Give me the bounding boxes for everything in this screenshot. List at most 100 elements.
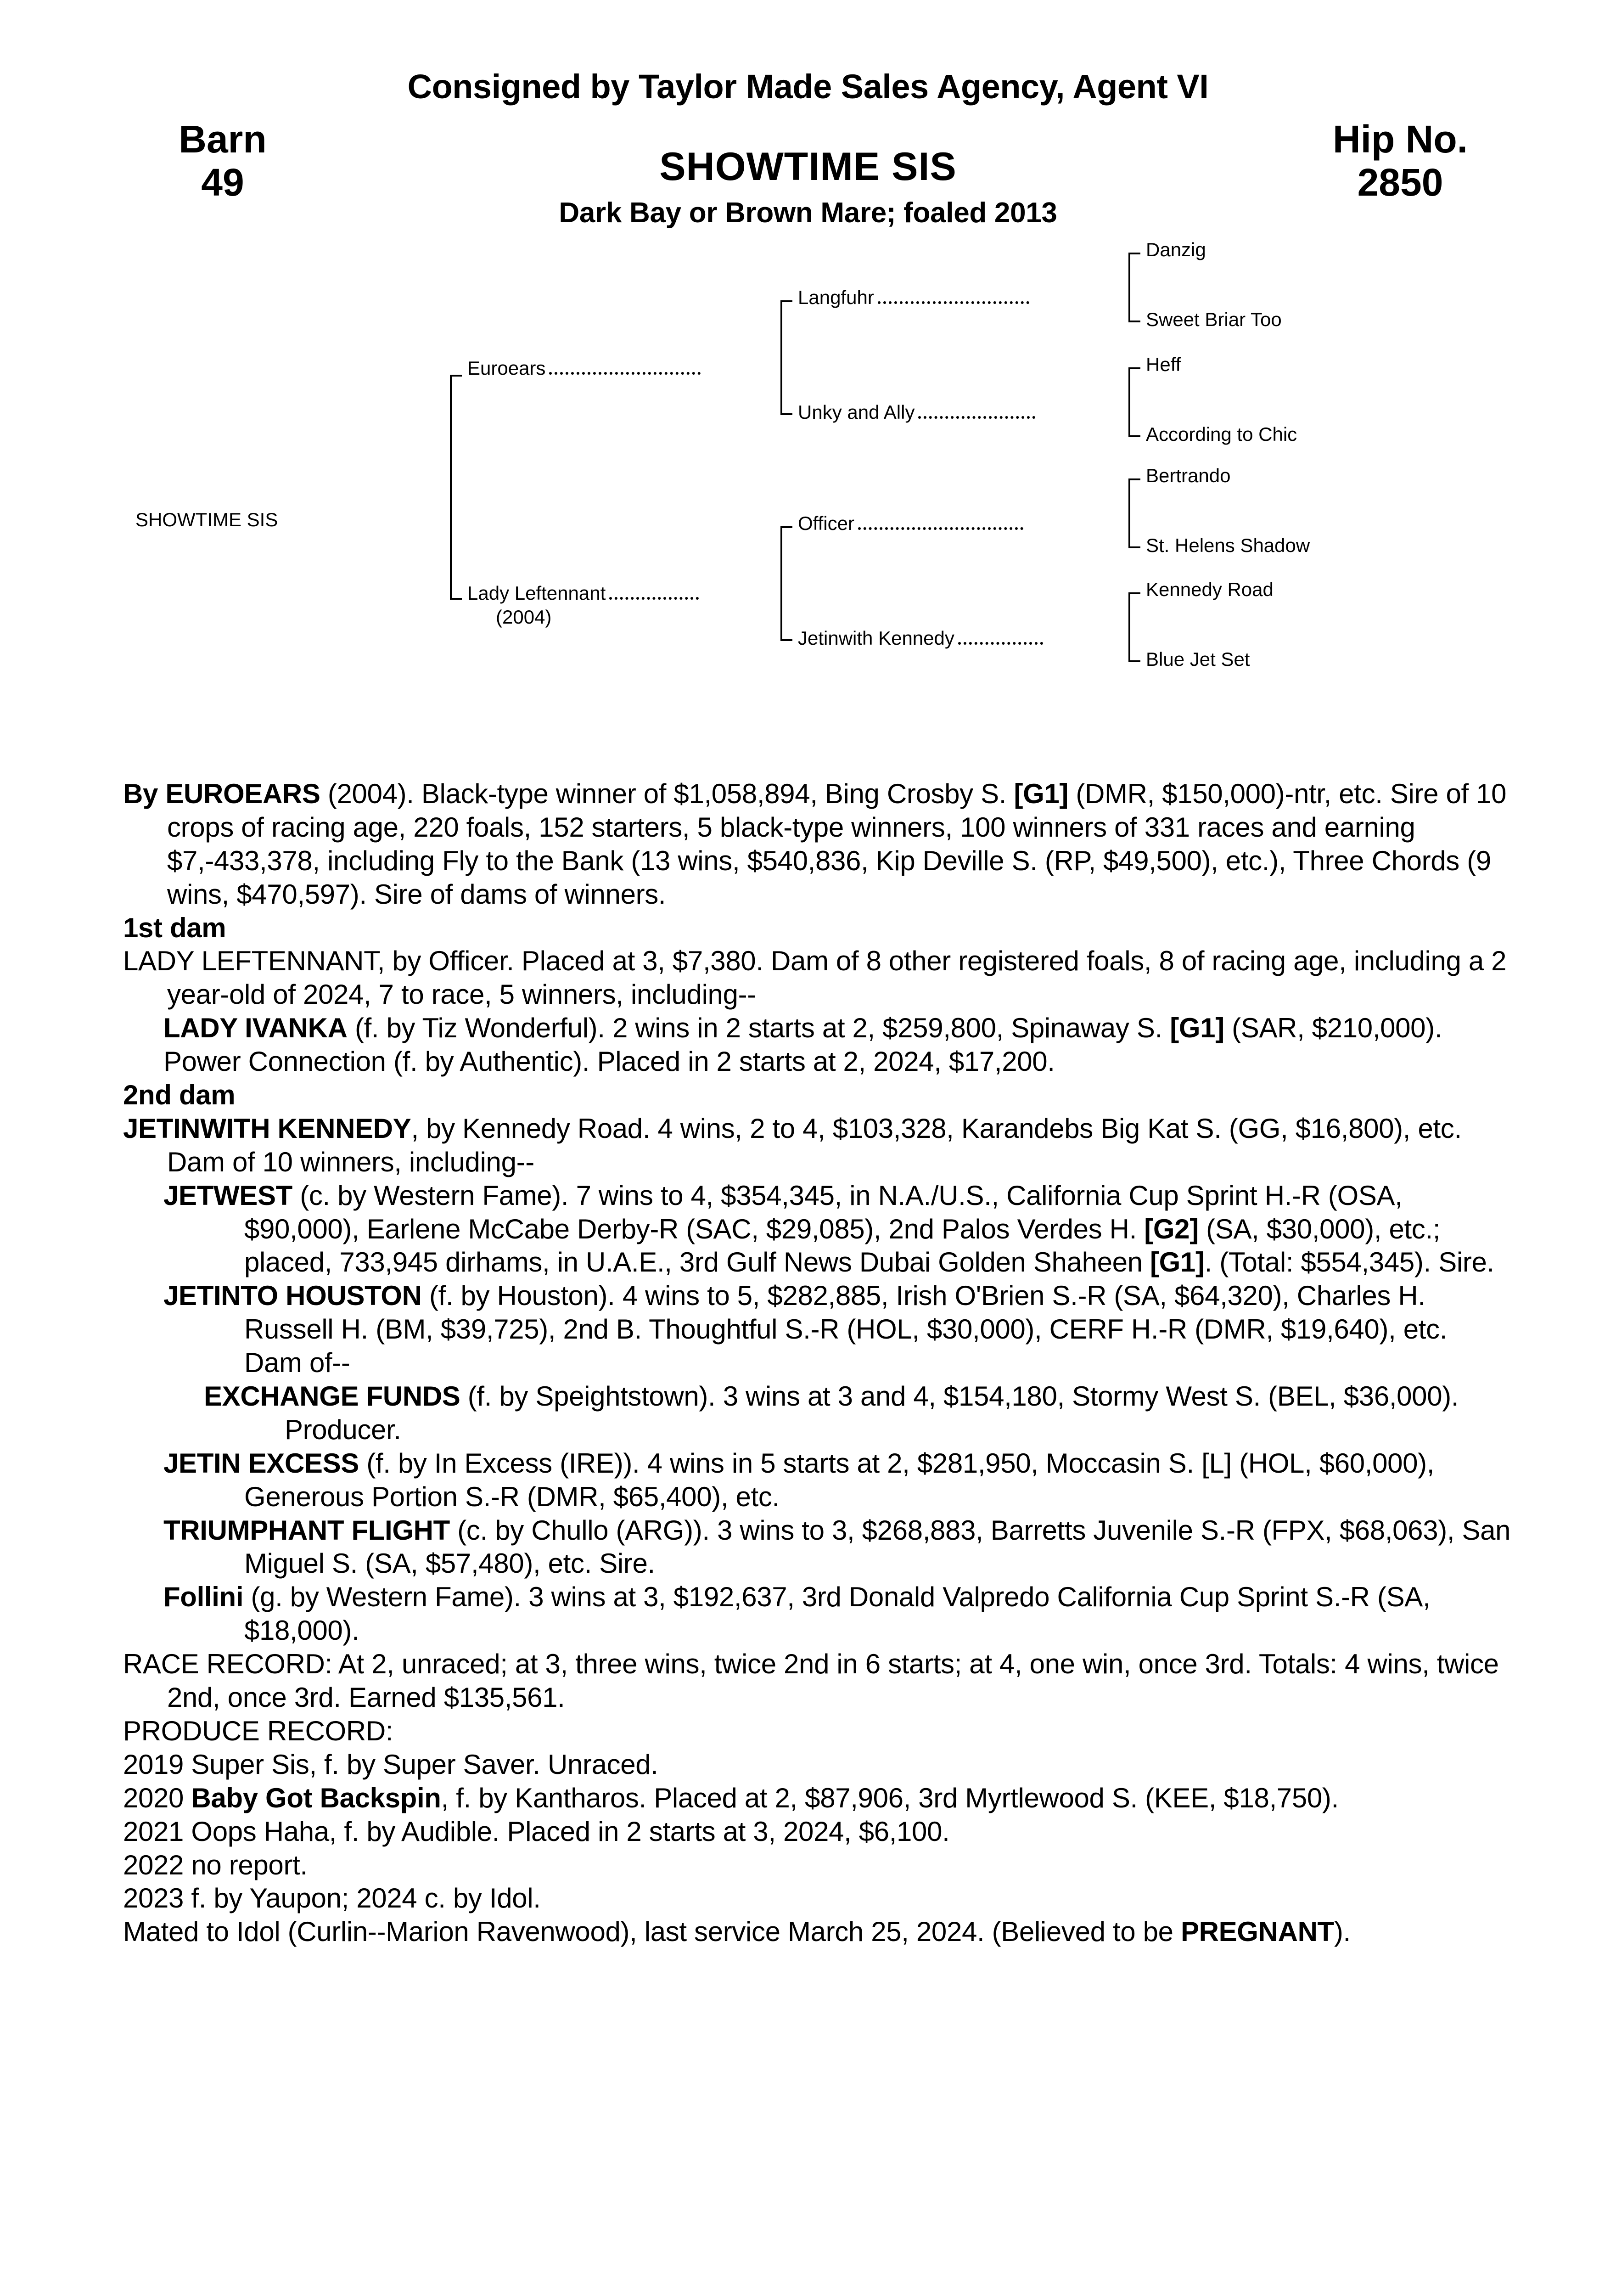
race-record: RACE RECORD: At 2, unraced; at 3, three …	[123, 1648, 1511, 1715]
offspring-seg: (f. by Houston). 4 wins to 5, $282,885, …	[244, 1280, 1448, 1379]
offspring-grade: [G1]	[1150, 1247, 1205, 1278]
pedigree-ss-sire: Danzig	[1146, 239, 1206, 260]
offspring-seg: (g. by Western Fame). 3 wins at 3, $192,…	[243, 1581, 1431, 1646]
leader-dots	[958, 630, 1043, 645]
produce-year: 2022	[123, 1849, 191, 1880]
pedigree-dd-sire: Kennedy Road	[1146, 579, 1274, 600]
offspring-name: JETIN EXCESS	[163, 1447, 359, 1479]
second-dam-heading: 2nd dam	[123, 1080, 236, 1111]
offspring-name: JETINTO HOUSTON	[163, 1280, 422, 1311]
produce-entry: 2022 no report.	[123, 1849, 1511, 1882]
pedigree-bracket-gen1	[450, 375, 462, 600]
pedigree-tree: SHOWTIME SIS Euroears Lady Leftennant (2…	[0, 239, 1616, 777]
catalog-body: By EUROEARS (2004). Black-type winner of…	[0, 777, 1616, 1949]
pedigree-dam-dam: Jetinwith Kennedy	[798, 627, 1138, 649]
pedigree-dam-name: Lady Leftennant	[467, 582, 606, 604]
pedigree-dam-dam-name: Jetinwith Kennedy	[798, 627, 954, 649]
hip-number: 2850	[1357, 161, 1443, 204]
produce-year: 2019	[123, 1749, 191, 1780]
sire-paragraph: By EUROEARS (2004). Black-type winner of…	[123, 777, 1511, 912]
list-item: JETIN EXCESS (f. by In Excess (IRE)). 4 …	[163, 1447, 1511, 1514]
list-item: Follini (g. by Western Fame). 3 wins at …	[163, 1581, 1511, 1648]
pedigree-sire: Euroears	[467, 357, 784, 379]
produce-text: , f. by Kantharos. Placed at 2, $87,906,…	[441, 1782, 1339, 1813]
pedigree-sd-dam: According to Chic	[1146, 423, 1297, 445]
offspring-name: TRIUMPHANT FLIGHT	[163, 1514, 450, 1546]
offspring-seg: (HOL, $60,000), Generous Portion S.-R (D…	[244, 1447, 1435, 1512]
offspring-name: LADY IVANKA	[163, 1013, 348, 1044]
pedigree-sire-name: Euroears	[467, 357, 546, 379]
pedigree-bracket-ss	[1128, 253, 1140, 322]
first-dam-heading: 1st dam	[123, 912, 226, 943]
second-dam-name: JETINWITH KENNEDY	[123, 1113, 411, 1144]
pedigree-sire-sire: Langfuhr	[798, 287, 1138, 309]
pedigree-ds-dam: St. Helens Shadow	[1146, 535, 1310, 556]
page-title: SHOWTIME SIS	[659, 145, 957, 189]
offspring-post: (SAR, $210,000).	[1224, 1013, 1442, 1044]
pedigree-dd-dam: Blue Jet Set	[1146, 648, 1250, 670]
offspring-seg: (c. by Western Fame). 7 wins to 4, $354,…	[244, 1180, 1403, 1244]
leader-dots	[877, 289, 1029, 304]
pedigree-sire-sire-name: Langfuhr	[798, 287, 874, 308]
list-item: JETWEST (c. by Western Fame). 7 wins to …	[163, 1179, 1511, 1280]
produce-entry: 2019 Super Sis, f. by Super Saver. Unrac…	[123, 1748, 1511, 1782]
offspring-pre: (f. by Tiz Wonderful). 2 wins in 2 start…	[347, 1013, 1170, 1044]
list-item: Power Connection (f. by Authentic). Plac…	[163, 1045, 1511, 1079]
offspring-seg: (f. by Speightstown). 3 wins at 3 and 4,…	[285, 1381, 1459, 1445]
offspring-seg: (c. by Chullo (ARG)). 3 wins to 3, $268,…	[244, 1514, 1511, 1579]
produce-record-label: PRODUCE RECORD:	[123, 1715, 393, 1746]
hip-block: Hip No. 2850	[1290, 118, 1510, 204]
mated-post: ).	[1334, 1916, 1351, 1947]
header-row: Barn 49 SHOWTIME SIS Dark Bay or Brown M…	[0, 118, 1616, 251]
pedigree-sire-dam-name: Unky and Ally	[798, 401, 915, 423]
produce-year: 2020	[123, 1782, 191, 1813]
pedigree-bracket-sire	[780, 300, 792, 415]
pedigree-bracket-sd	[1128, 367, 1140, 437]
first-dam-name: LADY LEFTENNANT	[123, 945, 377, 977]
offspring-seg: . (Total: $554,345). Sire.	[1204, 1247, 1495, 1278]
leader-dots	[549, 360, 701, 375]
produce-text: Oops Haha, f. by Audible. Placed in 2 st…	[191, 1816, 950, 1847]
horse-description: Dark Bay or Brown Mare; foaled 2013	[559, 197, 1057, 229]
horse-title-block: SHOWTIME SIS Dark Bay or Brown Mare; foa…	[0, 146, 1616, 232]
pedigree-sd-sire: Heff	[1146, 354, 1181, 375]
produce-entry: 2023 f. by Yaupon; 2024 c. by Idol.	[123, 1882, 1511, 1915]
offspring-name: JETWEST	[163, 1180, 292, 1211]
pedigree-dam: Lady Leftennant (2004)	[467, 582, 784, 628]
pedigree-bracket-dam	[780, 526, 792, 641]
second-dam-entry: JETINWITH KENNEDY, by Kennedy Road. 4 wi…	[123, 1112, 1511, 1179]
offspring-seg: (f. by In Excess (IRE)). 4 wins in 5 sta…	[359, 1447, 1202, 1479]
offspring-seg: (SA, $30,000), etc.; placed, 733,945 dir…	[244, 1213, 1441, 1278]
produce-year: 2021	[123, 1816, 191, 1847]
produce-entry: 2020 Baby Got Backspin, f. by Kantharos.…	[123, 1782, 1511, 1815]
pedigree-dam-year: (2004)	[496, 606, 552, 628]
race-record-text: At 2, unraced; at 3, three wins, twice 2…	[167, 1649, 1499, 1713]
offspring-grade: [G1]	[1170, 1013, 1224, 1044]
produce-text: no report.	[191, 1849, 308, 1880]
barn-number: 49	[201, 161, 244, 204]
pedigree-bracket-ds	[1128, 478, 1140, 548]
offspring-name: Power Connection	[163, 1046, 386, 1077]
pregnant-status: PREGNANT	[1180, 1916, 1334, 1947]
list-item: TRIUMPHANT FLIGHT (c. by Chullo (ARG)). …	[163, 1514, 1511, 1581]
pedigree-sire-dam: Unky and Ally	[798, 401, 1138, 423]
leader-dots	[609, 585, 699, 600]
offspring-grade: [L]	[1201, 1447, 1232, 1479]
race-record-label: RACE RECORD:	[123, 1649, 332, 1680]
pedigree-subject: SHOWTIME SIS	[135, 509, 278, 530]
produce-text: f. by Yaupon; 2024 c. by Idol.	[191, 1883, 541, 1914]
offspring-name: EXCHANGE FUNDS	[204, 1381, 460, 1412]
produce-entry: 2021 Oops Haha, f. by Audible. Placed in…	[123, 1815, 1511, 1849]
produce-year: 2023	[123, 1883, 191, 1914]
offspring-pre: (f. by Authentic). Placed in 2 starts at…	[386, 1046, 1055, 1077]
barn-label: Barn	[179, 118, 267, 161]
produce-text: Super Sis, f. by Super Saver. Unraced.	[191, 1749, 658, 1780]
sire-grade-badge: [G1]	[1014, 778, 1069, 809]
pedigree-ss-dam: Sweet Briar Too	[1146, 309, 1282, 330]
mated-pre: Mated to Idol (Curlin--Marion Ravenwood)…	[123, 1916, 1181, 1947]
first-dam-entry: LADY LEFTENNANT, by Officer. Placed at 3…	[123, 945, 1511, 1012]
first-dam-rest: , by Officer. Placed at 3, $7,380. Dam o…	[167, 945, 1507, 1010]
pedigree-dam-sire: Officer	[798, 512, 1138, 535]
list-item: JETINTO HOUSTON (f. by Houston). 4 wins …	[163, 1279, 1511, 1380]
